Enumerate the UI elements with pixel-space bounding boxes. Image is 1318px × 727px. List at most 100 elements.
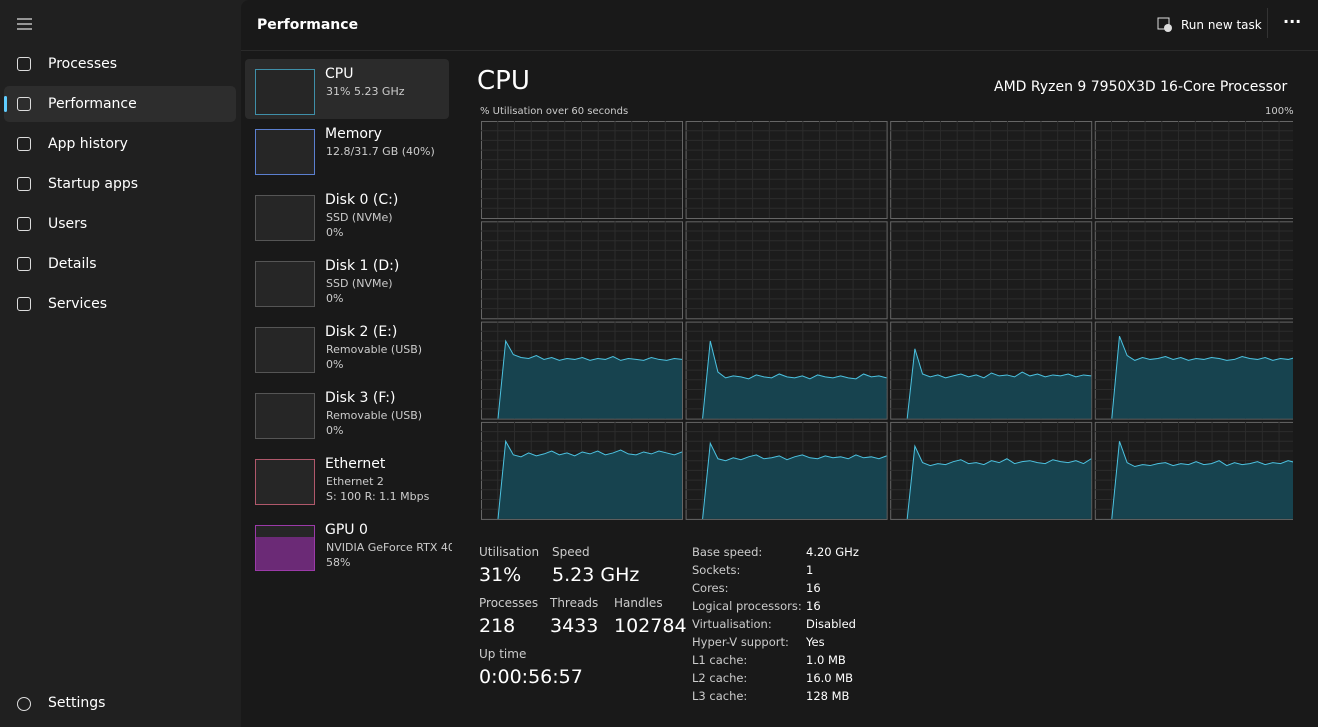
device-detail: 0% [326, 424, 344, 437]
device-thumb [255, 525, 315, 571]
stat-value: 5.23 GHz [552, 564, 640, 586]
device-thumb [255, 195, 315, 241]
device-detail: 58% [326, 556, 351, 569]
detail-value: Yes [806, 635, 825, 649]
core-line [1111, 441, 1293, 519]
detail-label: L3 cache: [692, 689, 748, 703]
device-name[interactable]: Disk 1 (D:) [325, 258, 400, 274]
core-line [1111, 335, 1293, 419]
device-name[interactable]: Memory [325, 126, 382, 142]
device-name[interactable]: Disk 0 (C:) [325, 192, 399, 208]
stat-value: 31% [479, 564, 522, 586]
core-line [702, 340, 887, 419]
nav-icon [17, 97, 31, 111]
device-detail: S: 100 R: 1.1 Mbps [326, 490, 430, 503]
detail-label: Sockets: [692, 563, 741, 577]
menu-icon[interactable] [16, 17, 33, 31]
detail-label: Base speed: [692, 545, 763, 559]
device-name[interactable]: GPU 0 [325, 522, 368, 538]
device-detail: 0% [326, 292, 344, 305]
stat-label: Handles [614, 596, 663, 610]
device-thumb [255, 327, 315, 373]
divider [1267, 8, 1268, 38]
device-detail: Removable (USB) [326, 343, 423, 356]
main-panel: Performance Run new task ··· CPU 31% 5.23… [241, 0, 1318, 727]
nav-item[interactable]: Processes [48, 56, 118, 72]
core-line [702, 441, 887, 519]
device-detail: 0% [326, 358, 344, 371]
nav-item[interactable]: Startup apps [48, 176, 139, 192]
nav-icon [17, 257, 31, 271]
detail-value: 16 [806, 581, 821, 595]
device-name[interactable]: CPU [325, 66, 354, 82]
core-area [907, 446, 1092, 519]
nav-selected [4, 86, 236, 122]
nav-item[interactable]: Users [48, 216, 88, 232]
detail-label: Cores: [692, 581, 729, 595]
settings-icon [17, 697, 31, 711]
device-detail: 0% [326, 226, 344, 239]
run-icon [1157, 17, 1172, 32]
device-thumb [255, 393, 315, 439]
detail-value: Disabled [806, 617, 856, 631]
stat-value: 102784 [614, 615, 687, 637]
detail-value: 4.20 GHz [806, 545, 859, 559]
device-thumb [255, 69, 315, 115]
detail-label: Hyper-V support: [692, 635, 789, 649]
detail-label: Virtualisation: [692, 617, 772, 631]
core-line [497, 439, 683, 519]
nav-item[interactable]: Performance [48, 96, 137, 112]
core-area [498, 341, 682, 419]
more-button[interactable]: ··· [1283, 12, 1302, 31]
device-detail: NVIDIA GeForce RTX 408 [326, 541, 452, 554]
graph-label: % Utilisation over 60 seconds [480, 106, 629, 117]
device-detail: SSD (NVMe) [326, 277, 393, 290]
cpu-title: CPU [477, 66, 530, 96]
device-thumb [255, 459, 315, 505]
device-thumb [255, 261, 315, 307]
nav-icon [17, 177, 31, 191]
stat-label: Speed [552, 545, 590, 559]
device-name[interactable]: Disk 3 (F:) [325, 390, 396, 406]
core-area [702, 443, 887, 519]
detail-value: 16 [806, 599, 821, 613]
core-area [498, 441, 682, 519]
core-line [906, 348, 1092, 419]
detail-value: 16.0 MB [806, 671, 854, 685]
nav-item[interactable]: Details [48, 256, 97, 272]
header-rule [241, 50, 1318, 51]
stat-value: 218 [479, 615, 516, 637]
nav-icon [17, 297, 31, 311]
core-area [702, 341, 887, 419]
nav-settings[interactable]: Settings [48, 695, 106, 711]
nav-icon [17, 137, 31, 151]
stat-label: Processes [479, 596, 539, 610]
run-new-task[interactable]: Run new task [1181, 18, 1262, 32]
core-area [1111, 441, 1293, 519]
core-area [1111, 336, 1293, 419]
stat-label: Utilisation [479, 545, 540, 559]
stat-label: Threads [550, 596, 599, 610]
nav-item[interactable]: App history [48, 136, 128, 152]
device-detail: SSD (NVMe) [326, 211, 393, 224]
stat-value: 0:00:56:57 [479, 666, 583, 688]
device-thumb [255, 129, 315, 175]
detail-value: 128 MB [806, 689, 850, 703]
nav-item[interactable]: Services [48, 296, 108, 312]
core-graphs [481, 121, 1293, 520]
core-area [907, 348, 1092, 419]
detail-label: L2 cache: [692, 671, 748, 685]
detail-label: Logical processors: [692, 599, 802, 613]
cpu-model: AMD Ryzen 9 7950X3D 16-Core Processor [994, 79, 1288, 95]
nav-icon [17, 57, 31, 71]
nav-accent [4, 96, 7, 112]
device-detail: 12.8/31.7 GB (40%) [326, 145, 435, 158]
core-line [497, 339, 683, 419]
graph-max: 100% [1265, 106, 1294, 117]
detail-value: 1.0 MB [806, 653, 846, 667]
device-name[interactable]: Ethernet [325, 456, 386, 472]
device-detail: Removable (USB) [326, 409, 423, 422]
page-title: Performance [257, 17, 359, 33]
device-name[interactable]: Disk 2 (E:) [325, 324, 398, 340]
